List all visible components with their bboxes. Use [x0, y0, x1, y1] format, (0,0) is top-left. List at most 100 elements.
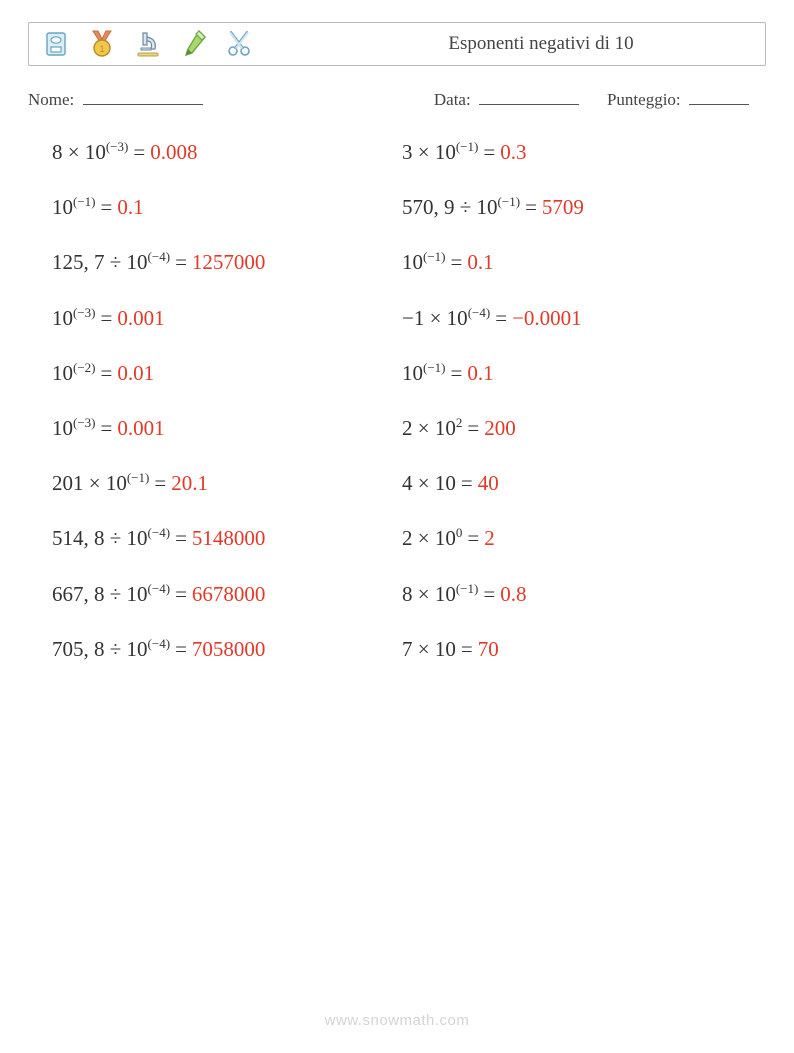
column-left: 8 × 10(−3)=0.00810(−1)=0.1125, 7 ÷ 10(−4…	[52, 140, 402, 662]
problem-answer: 40	[478, 471, 499, 496]
problem-row: 10(−2)=0.01	[52, 361, 402, 386]
equals-sign: =	[525, 195, 537, 220]
problem-row: 705, 8 ÷ 10(−4)=7058000	[52, 637, 402, 662]
meta-name: Nome:	[28, 88, 434, 110]
meta-date: Data:	[434, 88, 579, 110]
equals-sign: =	[175, 637, 187, 662]
problem-expression: 125, 7 ÷ 10(−4)	[52, 250, 170, 275]
problem-expression: 705, 8 ÷ 10(−4)	[52, 637, 170, 662]
problem-expression: 8 × 10(−1)	[402, 582, 478, 607]
problem-row: 10(−3)=0.001	[52, 416, 402, 441]
problem-row: 8 × 10(−1)=0.8	[402, 582, 752, 607]
problem-answer: 0.1	[117, 195, 143, 220]
problem-expression: 8 × 10(−3)	[52, 140, 128, 165]
problem-answer: −0.0001	[512, 306, 582, 331]
problem-expression: 10(−3)	[52, 306, 96, 331]
problem-answer: 2	[484, 526, 495, 551]
date-blank	[479, 88, 579, 105]
worksheet-title: Esponenti negativi di 10	[257, 33, 755, 55]
problem-expression: 2 × 102	[402, 416, 462, 441]
problem-answer: 0.001	[117, 306, 164, 331]
problem-answer: 0.8	[500, 582, 526, 607]
problem-answer: 0.3	[500, 140, 526, 165]
problem-expression: 667, 8 ÷ 10(−4)	[52, 582, 170, 607]
problem-row: 570, 9 ÷ 10(−1)=5709	[402, 195, 752, 220]
problem-row: 2 × 100=2	[402, 526, 752, 551]
problem-expression: 201 × 10(−1)	[52, 471, 149, 496]
problem-expression: 10(−1)	[52, 195, 96, 220]
problem-answer: 20.1	[171, 471, 208, 496]
problem-expression: 7 × 10	[402, 637, 456, 662]
problem-expression: 4 × 10	[402, 471, 456, 496]
problem-row: 4 × 10=40	[402, 471, 752, 496]
marker-icon	[177, 27, 211, 61]
microscope-icon	[131, 27, 165, 61]
problem-answer: 70	[478, 637, 499, 662]
equals-sign: =	[483, 140, 495, 165]
meta-score: Punteggio:	[607, 88, 749, 110]
problem-row: 3 × 10(−1)=0.3	[402, 140, 752, 165]
svg-text:1: 1	[99, 44, 104, 54]
problem-row: 10(−3)=0.001	[52, 306, 402, 331]
equals-sign: =	[101, 361, 113, 386]
header-bar: 1	[28, 22, 766, 66]
problem-answer: 0.1	[467, 250, 493, 275]
problem-expression: 3 × 10(−1)	[402, 140, 478, 165]
equals-sign: =	[467, 416, 479, 441]
problem-expression: 10(−1)	[402, 250, 446, 275]
problem-answer: 200	[484, 416, 516, 441]
problem-row: 514, 8 ÷ 10(−4)=5148000	[52, 526, 402, 551]
problem-answer: 0.001	[117, 416, 164, 441]
header-icons: 1	[39, 27, 257, 61]
problem-answer: 5709	[542, 195, 584, 220]
problem-row: −1 × 10(−4)=−0.0001	[402, 306, 752, 331]
problem-row: 7 × 10=70	[402, 637, 752, 662]
problem-answer: 0.01	[117, 361, 154, 386]
meta-row: Nome: Data: Punteggio:	[28, 88, 766, 110]
equals-sign: =	[461, 637, 473, 662]
problem-row: 125, 7 ÷ 10(−4)=1257000	[52, 250, 402, 275]
problem-answer: 0.008	[150, 140, 197, 165]
equals-sign: =	[467, 526, 479, 551]
equals-sign: =	[175, 526, 187, 551]
problem-expression: −1 × 10(−4)	[402, 306, 490, 331]
problem-expression: 514, 8 ÷ 10(−4)	[52, 526, 170, 551]
equals-sign: =	[483, 582, 495, 607]
name-label: Nome:	[28, 90, 74, 109]
problem-expression: 10(−1)	[402, 361, 446, 386]
problem-row: 8 × 10(−3)=0.008	[52, 140, 402, 165]
problem-row: 10(−1)=0.1	[52, 195, 402, 220]
equals-sign: =	[451, 250, 463, 275]
problem-expression: 2 × 100	[402, 526, 462, 551]
problem-row: 2 × 102=200	[402, 416, 752, 441]
equals-sign: =	[133, 140, 145, 165]
problem-answer: 1257000	[192, 250, 266, 275]
equals-sign: =	[175, 250, 187, 275]
equals-sign: =	[461, 471, 473, 496]
date-label: Data:	[434, 90, 471, 109]
problem-answer: 5148000	[192, 526, 266, 551]
problem-answer: 7058000	[192, 637, 266, 662]
column-right: 3 × 10(−1)=0.3570, 9 ÷ 10(−1)=570910(−1)…	[402, 140, 752, 662]
equals-sign: =	[175, 582, 187, 607]
problem-columns: 8 × 10(−3)=0.00810(−1)=0.1125, 7 ÷ 10(−4…	[52, 140, 752, 662]
name-blank	[83, 88, 203, 105]
problem-answer: 6678000	[192, 582, 266, 607]
score-label: Punteggio:	[607, 90, 681, 109]
problem-row: 667, 8 ÷ 10(−4)=6678000	[52, 582, 402, 607]
equals-sign: =	[154, 471, 166, 496]
sharpener-icon	[39, 27, 73, 61]
equals-sign: =	[451, 361, 463, 386]
problem-row: 10(−1)=0.1	[402, 361, 752, 386]
equals-sign: =	[495, 306, 507, 331]
problem-expression: 570, 9 ÷ 10(−1)	[402, 195, 520, 220]
problem-expression: 10(−2)	[52, 361, 96, 386]
scissors-icon	[223, 27, 257, 61]
problem-answer: 0.1	[467, 361, 493, 386]
watermark: www.snowmath.com	[0, 1012, 794, 1029]
equals-sign: =	[101, 416, 113, 441]
problem-expression: 10(−3)	[52, 416, 96, 441]
equals-sign: =	[101, 195, 113, 220]
problem-row: 10(−1)=0.1	[402, 250, 752, 275]
equals-sign: =	[101, 306, 113, 331]
